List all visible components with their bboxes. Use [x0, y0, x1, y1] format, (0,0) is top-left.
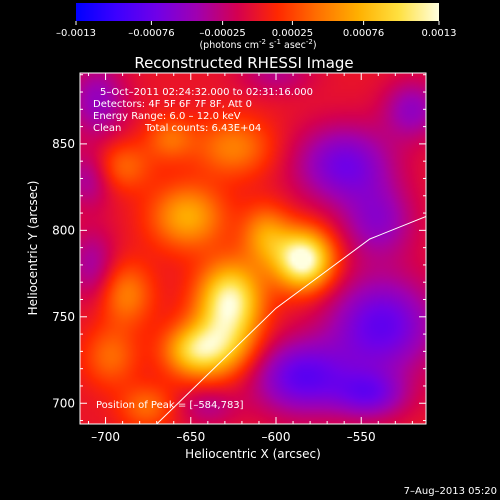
- plot-frame: [79, 72, 427, 425]
- colorbar-tick-label: 0.00025: [272, 28, 313, 39]
- colorbar-ticks: –0.0013 –0.00076 –0.00025 0.00025 0.00076 0.0…: [56, 21, 457, 39]
- heatmap-image: [80, 73, 426, 424]
- clean-label: Clean: [93, 123, 121, 134]
- detectors-label: Detectors: 4F 5F 6F 7F 8F, Att 0: [93, 99, 252, 110]
- axis-ticks: –700 –650 –600 –550 700 750 800 850: [52, 73, 426, 444]
- x-axis-label: Heliocentric X (arcsec): [185, 447, 321, 461]
- solar-limb-curve: [156, 216, 426, 424]
- x-tick-label: –700: [91, 430, 120, 444]
- energy-range-label: Energy Range: 6.0 – 12.0 keV: [93, 111, 241, 122]
- colorbar-tick-label: –0.00025: [199, 28, 245, 39]
- y-tick-label: 850: [52, 137, 75, 151]
- colorbar-tick-label: 0.00076: [343, 28, 384, 39]
- x-tick-label: –600: [262, 430, 291, 444]
- y-tick-label: 800: [52, 223, 75, 237]
- total-counts-label: Total counts: 6.43E+04: [144, 123, 261, 134]
- colorbar: [76, 3, 439, 21]
- colorbar-unit-label: (photons cm-2 s-1 asec-2): [199, 38, 316, 51]
- y-tick-label: 750: [52, 310, 75, 324]
- y-tick-label: 700: [52, 396, 75, 410]
- colorbar-tick-label: 0.0013: [422, 28, 457, 39]
- chart-title: Reconstructed RHESSI Image: [134, 54, 353, 72]
- x-tick-label: –650: [176, 430, 205, 444]
- colorbar-tick-label: –0.0013: [56, 28, 96, 39]
- time-range-label: 5–Oct–2011 02:24:32.000 to 02:31:16.000: [100, 87, 313, 98]
- x-tick-label: –550: [347, 430, 376, 444]
- peak-position-label: Position of Peak = [–584,783]: [96, 400, 244, 411]
- date-stamp: 7–Aug–2013 05:20: [404, 486, 497, 497]
- colorbar-tick-label: –0.00076: [128, 28, 174, 39]
- y-axis-label: Heliocentric Y (arcsec): [26, 181, 40, 316]
